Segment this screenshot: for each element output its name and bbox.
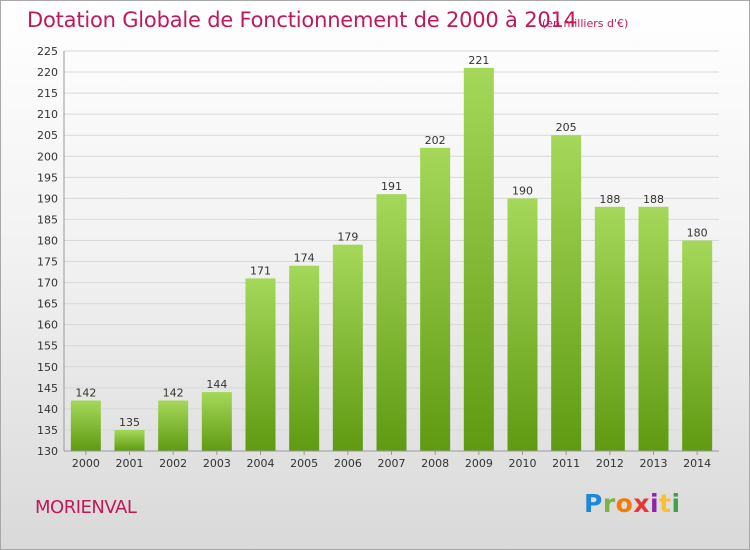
bar [245,278,276,451]
y-tick-label: 160 [37,319,58,332]
data-label: 179 [337,231,358,244]
data-label: 188 [643,193,664,206]
x-tick-label: 2012 [596,457,624,470]
x-tick-label: 2014 [683,457,711,470]
y-tick-label: 175 [37,256,58,269]
y-tick-label: 200 [37,150,58,163]
bar [332,244,363,451]
bar [594,206,625,451]
y-tick-label: 195 [37,171,58,184]
x-tick-label: 2005 [290,457,318,470]
data-label: 171 [250,264,271,277]
y-tick-label: 190 [37,192,58,205]
bar [289,265,320,451]
data-label: 142 [75,386,96,399]
y-tick-label: 185 [37,213,58,226]
y-tick-label: 210 [37,108,58,121]
x-tick-label: 2011 [552,457,580,470]
bar [158,400,189,451]
bar [201,392,232,451]
data-label: 144 [206,378,227,391]
data-label: 205 [556,121,577,134]
x-tick-label: 2000 [72,457,100,470]
x-tick-label: 2008 [421,457,449,470]
data-label: 142 [163,386,184,399]
data-label: 191 [381,180,402,193]
y-tick-label: 155 [37,340,58,353]
y-tick-label: 225 [37,45,58,58]
data-label: 190 [512,184,533,197]
proxiti-logo[interactable]: Proxiti [584,489,681,518]
y-tick-label: 145 [37,382,58,395]
bar [114,429,145,451]
y-tick-label: 170 [37,277,58,290]
bar [551,135,582,452]
x-tick-label: 2002 [159,457,187,470]
y-tick-label: 220 [37,66,58,79]
data-label: 188 [599,193,620,206]
axes: 1301351401451501551601651701751801851901… [37,45,719,470]
x-tick-label: 2001 [116,457,144,470]
data-label: 180 [687,226,708,239]
y-tick-label: 130 [37,445,58,458]
bar [638,206,669,451]
bar [507,198,538,451]
data-label: 221 [468,54,489,67]
commune-name: MORIENVAL [35,497,137,518]
bar [682,240,713,451]
chart-subtitle: (en milliers d'€) [542,17,629,30]
x-tick-label: 2010 [509,457,537,470]
y-tick-label: 150 [37,361,58,374]
bar [70,400,101,451]
bar [463,67,494,451]
y-tick-label: 205 [37,129,58,142]
chart-title: Dotation Globale de Fonctionnement de 20… [27,8,577,32]
y-tick-label: 140 [37,403,58,416]
bar [376,194,407,451]
y-tick-label: 165 [37,298,58,311]
y-tick-label: 180 [37,234,58,247]
bar [420,147,451,451]
x-tick-label: 2009 [465,457,493,470]
x-tick-label: 2013 [640,457,668,470]
x-tick-label: 2006 [334,457,362,470]
data-label: 135 [119,416,140,429]
x-tick-label: 2004 [247,457,275,470]
x-tick-label: 2007 [378,457,406,470]
y-tick-label: 135 [37,424,58,437]
x-tick-label: 2003 [203,457,231,470]
y-tick-label: 215 [37,87,58,100]
data-label: 174 [294,252,315,265]
bars: 142 135 142 144 171 174 179 191 202 221 190 205 188 1… [70,54,713,452]
data-label: 202 [425,134,446,147]
